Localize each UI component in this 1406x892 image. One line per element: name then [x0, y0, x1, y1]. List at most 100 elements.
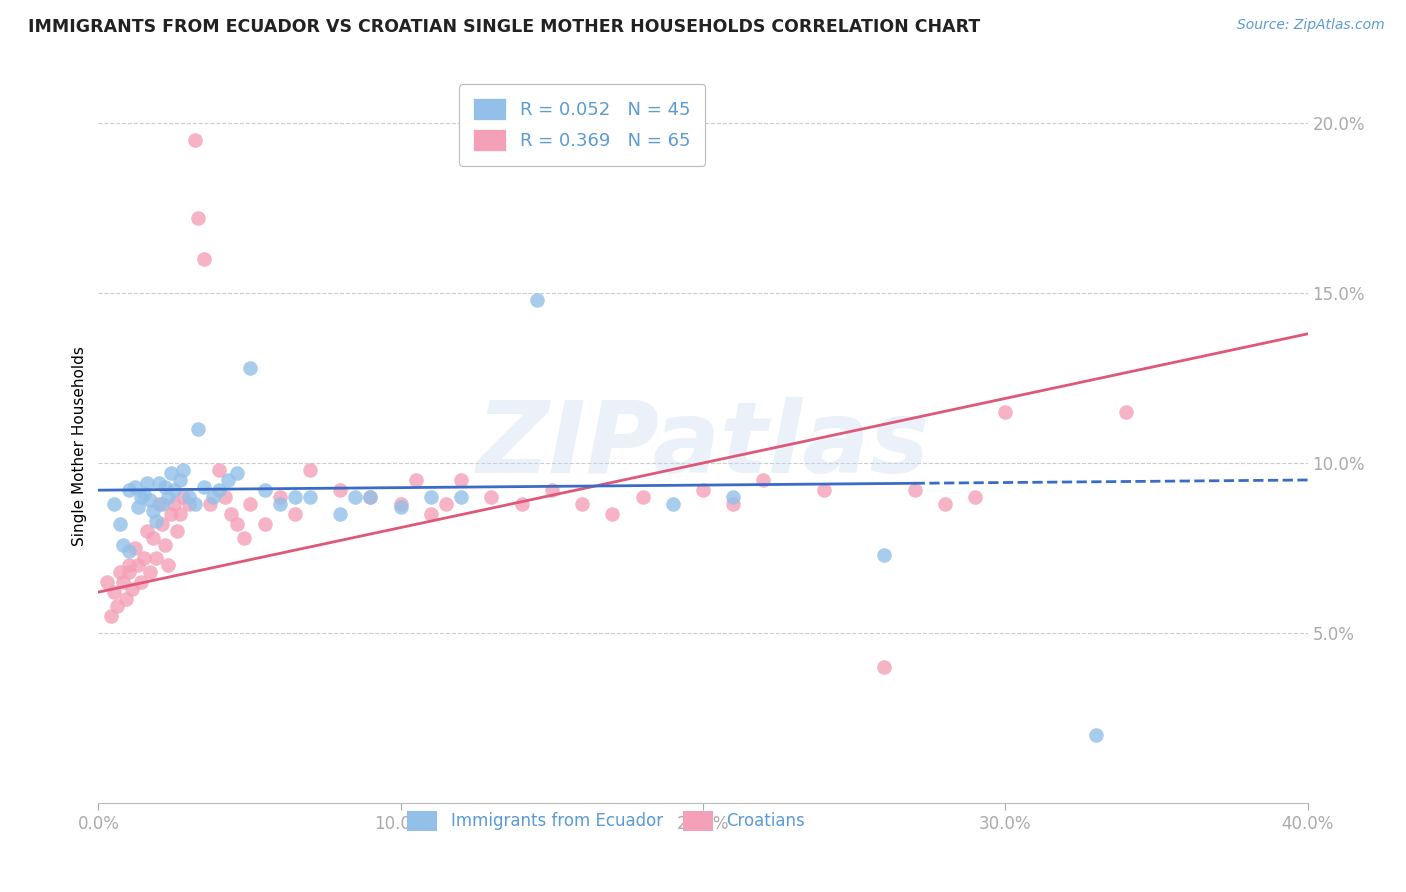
Point [232, 531, 254, 545]
Point [226, 466, 249, 480]
Point [208, 463, 231, 477]
Point [200, 497, 222, 511]
Point [904, 483, 927, 498]
Point [420, 490, 443, 504]
Point [202, 490, 225, 504]
Point [118, 565, 141, 579]
Point [184, 497, 207, 511]
Point [103, 497, 125, 511]
Point [450, 473, 472, 487]
Point [156, 558, 179, 572]
Point [434, 497, 457, 511]
Point [160, 507, 183, 521]
Point [132, 486, 155, 500]
Point [344, 490, 367, 504]
Point [103, 585, 125, 599]
Point [96, 574, 118, 589]
Point [193, 252, 215, 266]
Point [214, 490, 236, 504]
Point [481, 490, 503, 504]
Point [100, 608, 122, 623]
Point [217, 473, 239, 487]
Point [139, 493, 162, 508]
Point [299, 463, 322, 477]
Point [360, 490, 382, 504]
Point [329, 507, 352, 521]
Point [284, 490, 307, 504]
Point [405, 473, 427, 487]
Point [1115, 405, 1137, 419]
Point [540, 483, 562, 498]
Point [139, 565, 162, 579]
Point [179, 490, 201, 504]
Point [156, 490, 179, 504]
Point [145, 551, 167, 566]
Point [723, 497, 745, 511]
Point [114, 591, 136, 606]
Point [934, 497, 956, 511]
Point [118, 544, 141, 558]
Point [135, 524, 157, 538]
Point [873, 548, 896, 562]
Point [661, 497, 683, 511]
Point [124, 541, 146, 555]
Point [124, 480, 146, 494]
Point [184, 133, 207, 147]
Point [118, 483, 141, 498]
Point [150, 497, 173, 511]
Point [571, 497, 593, 511]
Point [631, 490, 654, 504]
Point [723, 490, 745, 504]
Point [142, 531, 165, 545]
Point [142, 503, 165, 517]
Point [450, 490, 472, 504]
Point [1085, 728, 1108, 742]
Point [269, 490, 291, 504]
Point [169, 473, 191, 487]
Point [111, 574, 134, 589]
Y-axis label: Single Mother Households: Single Mother Households [72, 346, 87, 546]
Point [253, 483, 276, 498]
Point [148, 497, 170, 511]
Point [389, 500, 412, 515]
Point [148, 476, 170, 491]
Point [752, 473, 775, 487]
Point [994, 405, 1017, 419]
Point [163, 497, 186, 511]
Point [135, 476, 157, 491]
Point [965, 490, 987, 504]
Point [239, 497, 262, 511]
Point [873, 660, 896, 674]
Point [163, 483, 186, 498]
Point [187, 211, 209, 226]
Text: IMMIGRANTS FROM ECUADOR VS CROATIAN SINGLE MOTHER HOUSEHOLDS CORRELATION CHART: IMMIGRANTS FROM ECUADOR VS CROATIAN SING… [28, 18, 980, 36]
Point [108, 517, 131, 532]
Legend: Immigrants from Ecuador, Croatians: Immigrants from Ecuador, Croatians [394, 797, 818, 845]
Point [208, 483, 231, 498]
Point [193, 480, 215, 494]
Point [153, 480, 176, 494]
Point [602, 507, 624, 521]
Point [129, 490, 152, 504]
Point [169, 507, 191, 521]
Point [226, 517, 249, 532]
Point [153, 537, 176, 551]
Point [187, 422, 209, 436]
Point [105, 599, 128, 613]
Point [299, 490, 322, 504]
Point [389, 497, 412, 511]
Point [108, 565, 131, 579]
Point [360, 490, 382, 504]
Point [420, 507, 443, 521]
Point [145, 514, 167, 528]
Point [118, 558, 141, 572]
Point [166, 524, 188, 538]
Point [269, 497, 291, 511]
Point [127, 558, 149, 572]
Point [284, 507, 307, 521]
Text: Source: ZipAtlas.com: Source: ZipAtlas.com [1237, 18, 1385, 32]
Point [172, 463, 194, 477]
Point [172, 490, 194, 504]
Point [121, 582, 143, 596]
Point [692, 483, 714, 498]
